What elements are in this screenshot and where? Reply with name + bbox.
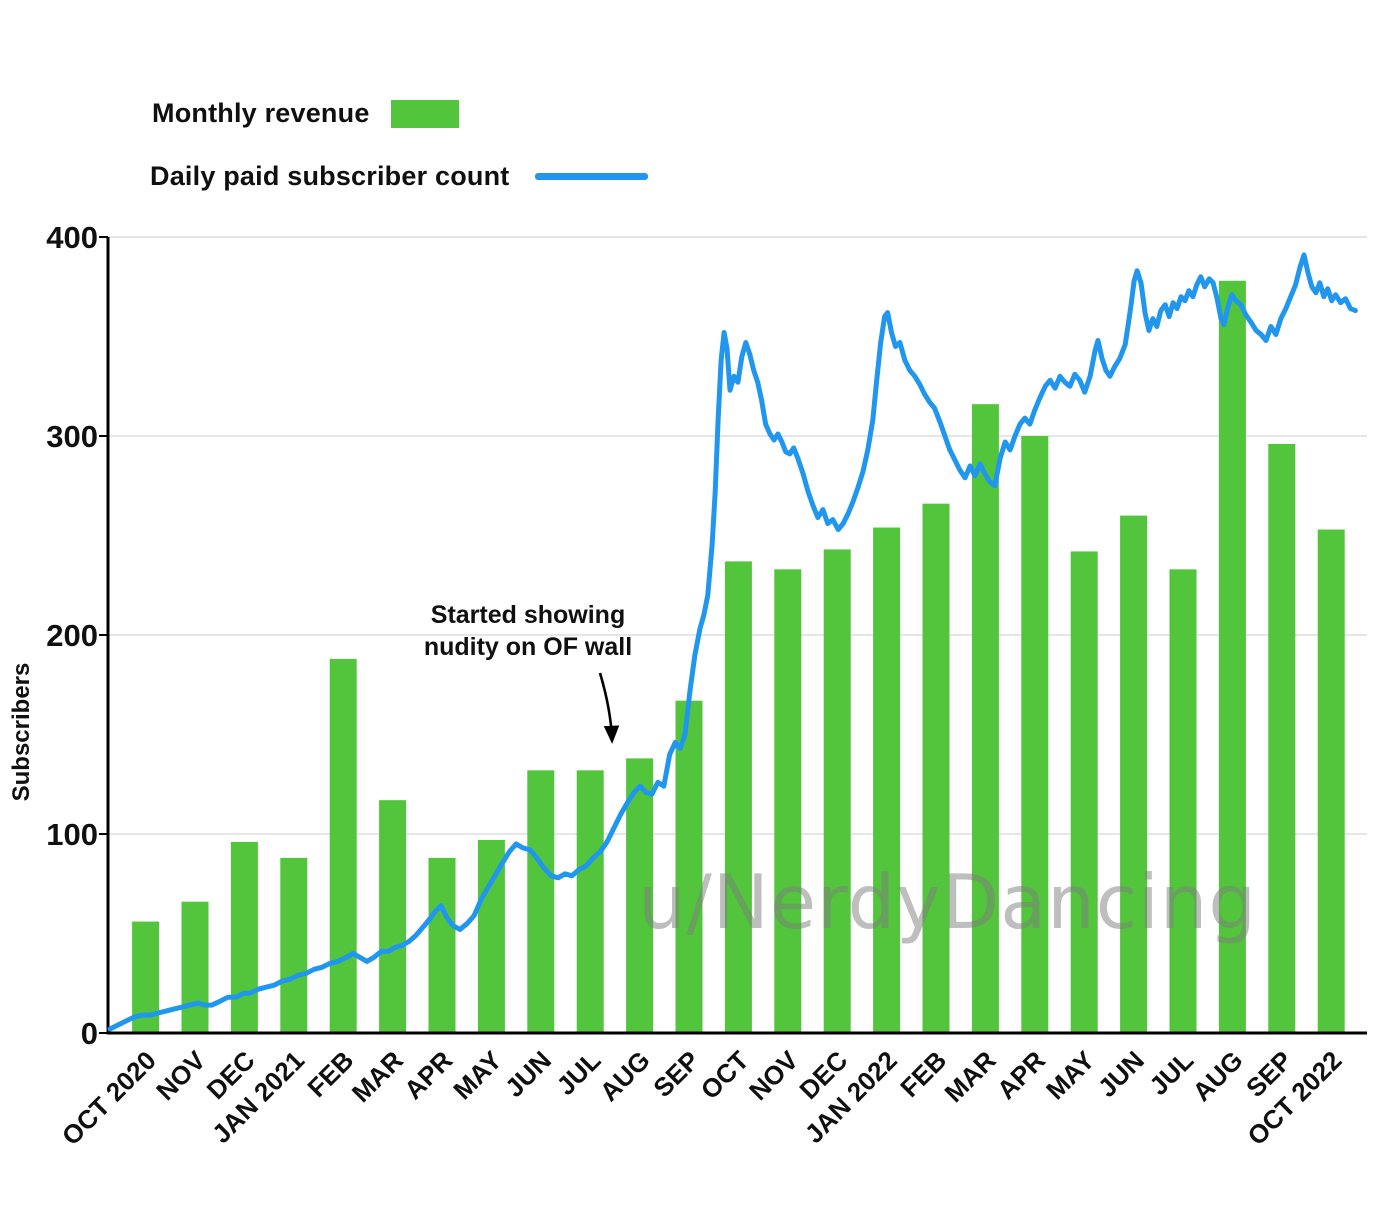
annotation-line-1: Started showing (430, 601, 626, 629)
bar-apr (428, 857, 456, 1033)
bar-feb (922, 503, 950, 1033)
legend-bar-swatch (390, 99, 459, 128)
bar-jul (1169, 569, 1197, 1033)
bar-may (1070, 551, 1098, 1033)
bar-aug (1218, 280, 1246, 1033)
legend-item-monthly-revenue: Monthly revenue (152, 98, 459, 129)
bar-nov (181, 901, 209, 1033)
x-tick-label-mar: MAR (346, 1045, 409, 1108)
y-tick-label-400: 400 (46, 220, 98, 255)
bar-jan-2021 (280, 857, 308, 1033)
x-tick-label-apr: APR (991, 1045, 1051, 1105)
axis-lines (106, 237, 1367, 1035)
bar-dec (823, 549, 851, 1033)
bar-oct-2022 (1317, 529, 1345, 1033)
x-tick-label-apr: APR (398, 1045, 458, 1105)
y-tick-label-100: 100 (46, 817, 98, 852)
x-tick-label-oct: OCT (695, 1045, 755, 1105)
x-tick-label-aug: AUG (594, 1045, 656, 1107)
bar-feb (329, 658, 357, 1033)
x-tick-label-jun: JUN (499, 1045, 557, 1103)
x-tick-label-jul: JUL (1143, 1045, 1199, 1101)
x-tick-label-may: MAY (1040, 1045, 1100, 1105)
x-tick-label-feb: FEB (301, 1045, 359, 1103)
bar-oct (724, 561, 752, 1033)
x-tick-label-sep: SEP (647, 1045, 705, 1103)
y-tick-label-0: 0 (81, 1016, 98, 1051)
bar-mar (379, 800, 407, 1033)
x-tick-label-may: MAY (447, 1045, 507, 1105)
bar-apr (1021, 436, 1049, 1033)
x-tick-label-jul: JUL (550, 1045, 606, 1101)
bar-jun (1120, 515, 1148, 1033)
x-tick-label-nov: NOV (743, 1045, 805, 1107)
annotation-arrow (598, 672, 620, 744)
annotation-text: Started showing nudity on OF wall (396, 599, 660, 663)
bar-sep (675, 700, 703, 1033)
annotation-line-2: nudity on OF wall (423, 633, 633, 661)
bar-aug (626, 758, 654, 1033)
bar-dec (230, 841, 258, 1033)
legend-item-subscriber-count: Daily paid subscriber count (150, 161, 648, 192)
legend-line-swatch (534, 173, 648, 180)
x-tick-label-aug: AUG (1187, 1045, 1249, 1107)
x-tick-label-oct-2020: OCT 2020 (56, 1045, 162, 1151)
legend-label-monthly-revenue: Monthly revenue (152, 98, 370, 128)
bar-jun (527, 770, 555, 1033)
x-tick-label-feb: FEB (894, 1045, 952, 1103)
daily-subscriber-line (107, 252, 1358, 1032)
watermark: u/NerdyDancing (638, 858, 1258, 946)
x-tick-label-jun: JUN (1092, 1045, 1150, 1103)
bar-jan-2022 (873, 527, 901, 1033)
y-axis-title: Subscribers (8, 662, 35, 802)
bar-nov (774, 569, 802, 1033)
bar-may (477, 839, 505, 1033)
bar-jul (576, 770, 604, 1033)
x-tick-label-mar: MAR (939, 1045, 1002, 1108)
x-tick-label-nov: NOV (150, 1045, 212, 1107)
y-tick-label-200: 200 (46, 618, 98, 653)
y-tick-label-300: 300 (46, 419, 98, 454)
bar-mar (971, 404, 999, 1033)
bar-sep (1268, 443, 1296, 1034)
legend-label-subscriber-count: Daily paid subscriber count (150, 161, 510, 191)
